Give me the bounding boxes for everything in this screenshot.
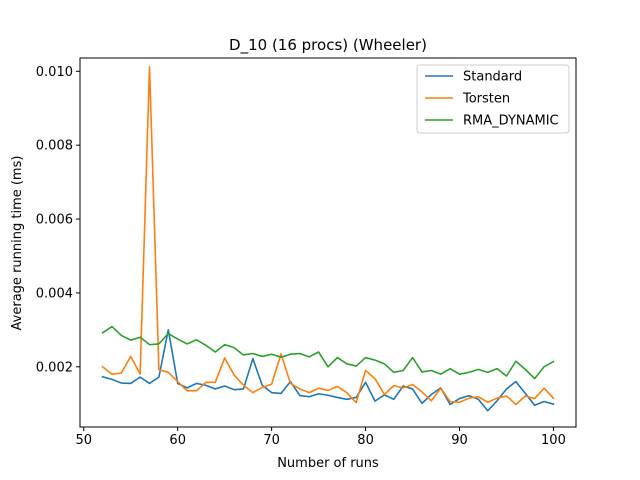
y-tick-label: 0.004 (36, 286, 73, 301)
y-tick-label: 0.002 (36, 360, 73, 375)
legend-label: Torsten (462, 92, 510, 107)
x-tick-label: 60 (169, 433, 186, 448)
y-tick-label: 0.010 (36, 65, 73, 80)
x-axis: 50 60 70 80 90 100 (75, 427, 566, 448)
series-line-standard (101, 329, 555, 412)
x-tick-label: 90 (451, 433, 468, 448)
legend-label: RMA_DYNAMIC (463, 114, 559, 129)
x-tick-label: 100 (541, 433, 566, 448)
x-axis-label: Number of runs (277, 456, 379, 471)
axes-frame (79, 57, 577, 428)
chart-title: D_10 (16 procs) (Wheeler) (229, 36, 427, 55)
y-axis: 0.002 0.004 0.006 0.008 0.010 (36, 65, 80, 375)
plot-area (79, 57, 577, 428)
y-tick-label: 0.008 (36, 139, 73, 154)
legend: Standard Torsten RMA_DYNAMIC (416, 64, 570, 134)
y-tick-label: 0.006 (36, 213, 73, 228)
x-tick-label: 70 (263, 433, 280, 448)
x-tick-label: 50 (75, 433, 92, 448)
series-line-torsten (101, 66, 555, 406)
legend-label: Standard (463, 70, 522, 85)
legend-box (416, 64, 570, 134)
series-line-rma-dynamic (101, 325, 555, 380)
x-tick-label: 80 (357, 433, 374, 448)
y-axis-label: Average running time (ms) (10, 156, 25, 331)
